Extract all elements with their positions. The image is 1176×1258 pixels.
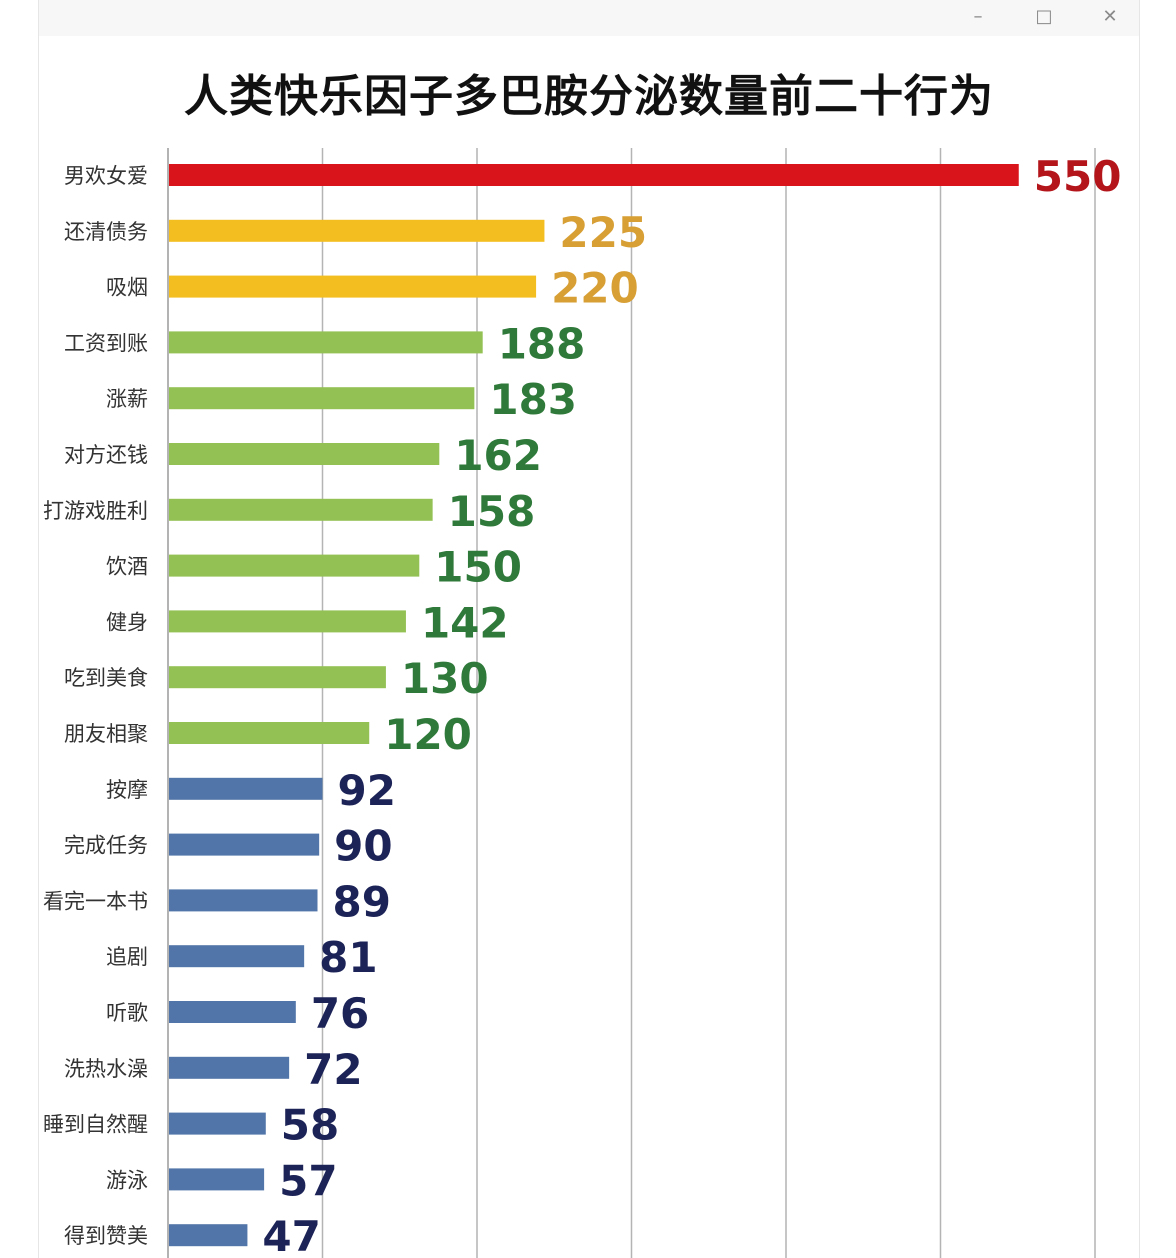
category-label: 听歌: [106, 1001, 148, 1025]
bar: [169, 164, 1019, 186]
bar: [169, 498, 433, 521]
bar: [169, 722, 370, 744]
window-titlebar: – □ ✕: [39, 0, 1139, 36]
category-label: 涨薪: [106, 387, 148, 411]
bar: [169, 387, 475, 410]
bar: [169, 331, 483, 354]
maximize-icon[interactable]: □: [1035, 6, 1053, 27]
bar: [169, 889, 318, 912]
data-label: 58: [281, 1101, 339, 1150]
minimize-icon[interactable]: –: [973, 6, 983, 27]
bar: [169, 777, 323, 800]
bar: [169, 275, 537, 298]
category-label: 工资到账: [64, 331, 148, 355]
category-label: 洗热水澡: [64, 1057, 148, 1081]
data-label: 130: [401, 654, 489, 703]
bar: [169, 443, 440, 465]
data-label: 47: [262, 1212, 320, 1258]
category-label: 按摩: [106, 778, 148, 802]
category-label: 朋友相聚: [64, 722, 148, 746]
chart-title: 人类快乐因子多巴胺分泌数量前二十行为: [184, 71, 994, 122]
data-label: 225: [559, 208, 647, 257]
data-label: 188: [498, 319, 586, 368]
category-label: 饮酒: [106, 555, 148, 579]
bar: [169, 1001, 296, 1023]
category-label: 打游戏胜利: [43, 499, 148, 523]
data-label: 76: [311, 989, 369, 1038]
category-label: 男欢女爱: [64, 164, 148, 188]
category-label: 吃到美食: [64, 666, 148, 690]
data-label: 142: [421, 598, 509, 647]
data-label: 57: [279, 1156, 337, 1205]
bar: [169, 1224, 248, 1247]
bar: [169, 1112, 266, 1135]
data-label: 72: [304, 1045, 362, 1094]
bar: [169, 219, 545, 242]
data-label: 550: [1034, 152, 1122, 201]
bar: [169, 610, 406, 633]
data-label: 120: [384, 710, 472, 759]
data-label: 183: [489, 375, 577, 424]
data-label: 162: [454, 431, 542, 480]
data-label: 89: [333, 877, 391, 926]
data-label: 220: [551, 264, 639, 313]
bar: [169, 945, 305, 968]
data-label: 81: [319, 933, 377, 982]
bar: [169, 833, 320, 856]
category-label: 睡到自然醒: [43, 1113, 148, 1137]
category-label: 完成任务: [64, 834, 148, 858]
data-label: 90: [334, 822, 392, 871]
data-label: 158: [448, 487, 536, 536]
category-label: 健身: [106, 610, 148, 634]
close-icon[interactable]: ✕: [1102, 6, 1118, 27]
bar: [169, 1056, 290, 1079]
category-label: 吸烟: [106, 276, 148, 300]
bar: [169, 666, 386, 689]
bar: [169, 1168, 265, 1191]
category-label: 还清债务: [64, 220, 148, 244]
bar: [169, 554, 420, 577]
category-label: 追剧: [106, 945, 148, 969]
category-label: 对方还钱: [64, 443, 148, 467]
category-label: 看完一本书: [43, 889, 148, 913]
category-label: 游泳: [106, 1168, 148, 1192]
category-label: 得到赞美: [64, 1224, 148, 1248]
data-label: 150: [434, 543, 522, 592]
data-label: 92: [338, 766, 396, 815]
